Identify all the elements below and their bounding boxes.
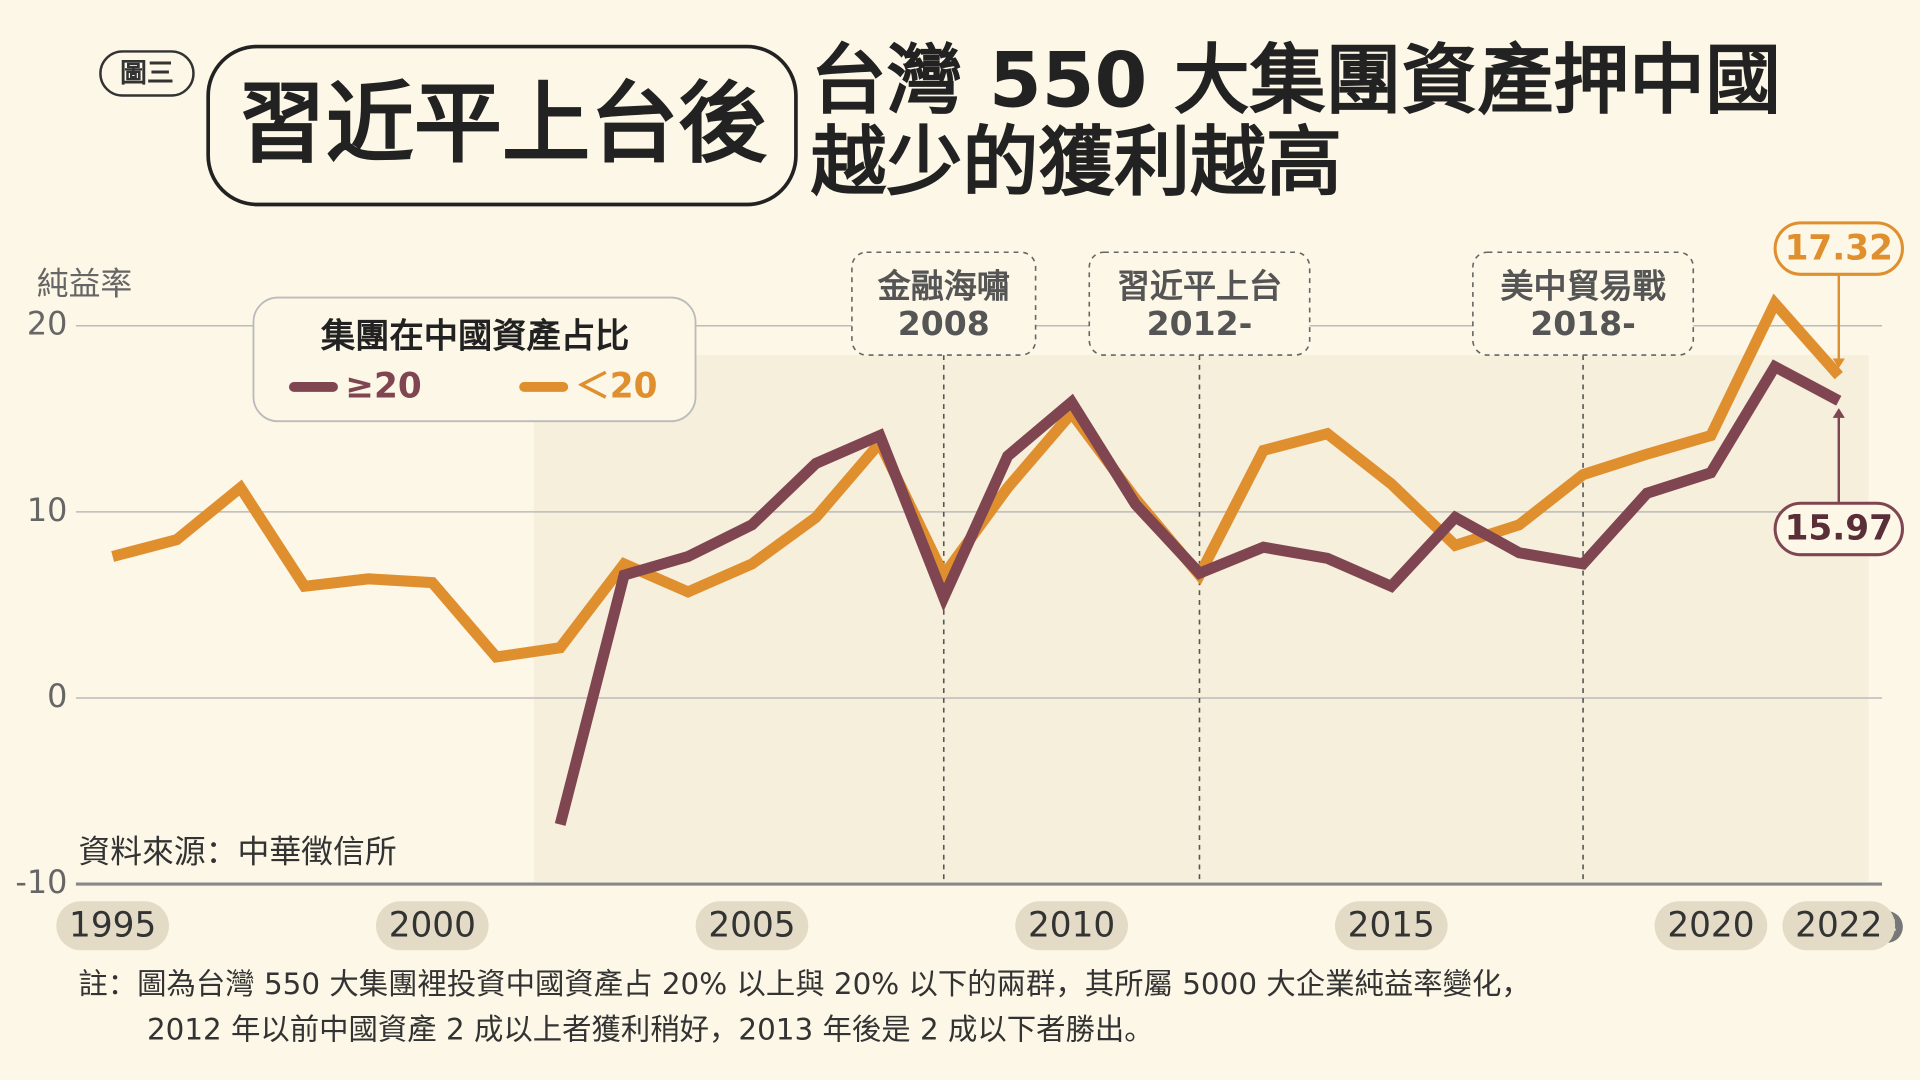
event-box [1088,251,1311,356]
x-tick-label: 1995 [69,905,156,945]
chart-title: 越少的獲利越高 [811,119,1342,207]
y-axis-label: 純益率 [37,264,133,302]
x-tick-pill [375,901,489,951]
y-tick-label: 20 [27,305,68,343]
legend-label: ≥20 [345,367,421,407]
data-label: 15.97 [1785,509,1893,549]
event-label: 習近平上台 [1117,266,1282,305]
legend-label: ＜20 [576,367,658,407]
legend-frame [252,296,697,423]
x-tick-label: 2010 [1028,905,1115,945]
y-tick-label: 0 [47,677,67,715]
event-box [1472,251,1695,356]
headline-frame [206,44,798,207]
x-tick-label: 2005 [708,905,795,945]
x-tick-label: 2022 [1795,905,1882,945]
event-label: 2008 [898,304,990,343]
x-tick-pill [1334,901,1448,951]
plot-shade [533,355,1869,882]
data-label: 17.32 [1785,228,1893,268]
x-tick-label: 2000 [389,905,476,945]
x-tick-label: 2015 [1348,905,1435,945]
callout-arrowhead [1832,408,1845,418]
badge-frame [99,50,195,97]
event-box [851,251,1037,356]
event-label: 2018- [1530,304,1636,343]
x-tick-pill [56,901,169,951]
event-label: 2012- [1147,304,1253,343]
headline: 習近平上台後 [238,72,768,175]
callout-box [1773,501,1904,557]
callout-arrowhead [1832,358,1845,369]
legend-title: 集團在中國資產占比 [320,316,629,356]
note: 註：圖為台灣 550 大集團裡投資中國資產占 20% 以上與 20% 以下的兩群… [78,967,1530,1001]
chart-title: 台灣 550 大集團資產押中國 [811,37,1781,125]
y-tick-label: 10 [27,491,68,529]
x-tick-pill [695,901,809,951]
badge: 圖三 [120,58,174,89]
x-tick-pill [1015,901,1128,951]
x-tick-pill [1782,901,1896,951]
y-tick-label: -10 [15,863,67,901]
event-label: 金融海嘯 [877,266,1010,305]
note: 2012 年以前中國資產 2 成以上者獲利稍好，2013 年後是 2 成以下者勝… [147,1013,1154,1047]
x-tick-pill [1654,901,1768,951]
callout-box [1773,221,1904,276]
source: 資料來源：中華徵信所 [78,832,396,870]
event-label: 美中貿易戰 [1500,266,1665,305]
series-line [554,359,1842,826]
x-tick-label: 2020 [1667,905,1754,945]
